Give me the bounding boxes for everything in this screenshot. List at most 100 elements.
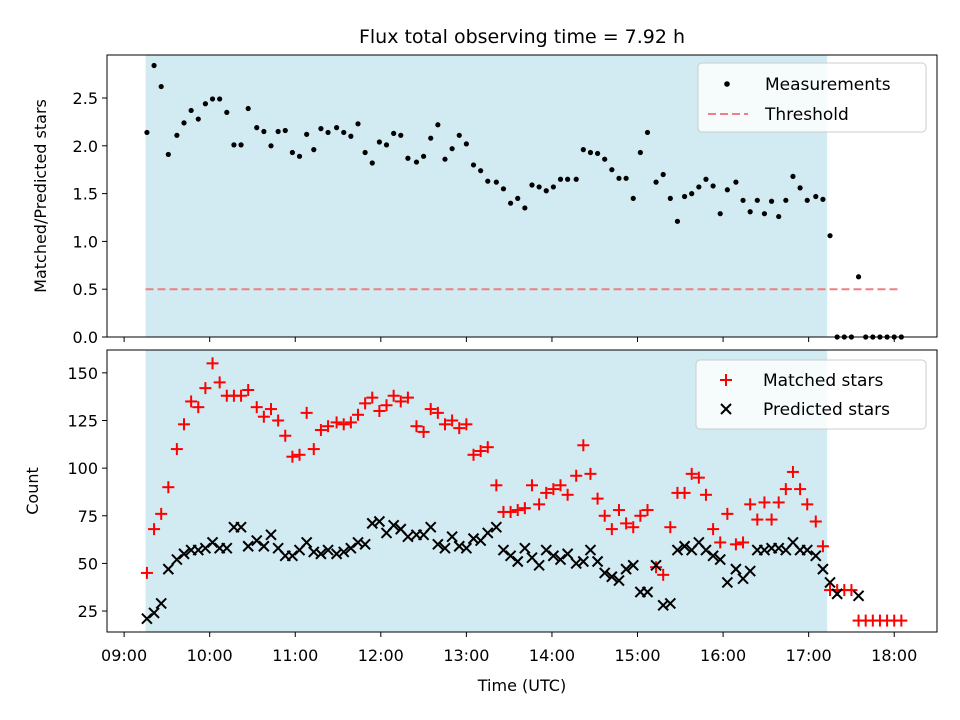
bottom-x-axis: 09:00 10:00 11:00 12:00 13:00 14:00 15:00 16:00… [101,632,917,665]
measurement-point [515,195,521,201]
matched-point [446,414,459,427]
measurement-point [733,179,739,185]
matched-point [213,376,226,389]
top-y-tick-label: 2.5 [73,89,98,108]
predicted-point [148,607,160,619]
measurement-point [580,147,586,153]
predicted-point [519,542,531,554]
matched-point [584,467,597,480]
matched-point [554,479,567,492]
predicted-point [714,553,726,566]
matched-point [657,568,670,581]
matched-point [809,515,822,528]
measurement-point [485,178,491,184]
matched-point [591,492,604,505]
matched-point [699,488,712,501]
top-panel: 0.0 0.5 1.0 1.5 2.0 2.5 Matched/Predicted sta… [31,54,938,347]
measurement-point [151,62,157,69]
bottom-y-tick-label: 125 [67,412,98,431]
predicted-point [453,540,465,552]
predicted-point [671,544,684,556]
measurement-point [783,197,789,203]
matched-point [598,509,611,522]
matched-point [351,408,364,421]
measurement-point [827,233,833,239]
measurement-point [855,274,862,280]
matched-point [162,481,175,494]
matched-point [401,391,414,404]
matched-point [620,517,633,530]
top-y-tick-label: 1.0 [73,232,98,251]
matched-point [504,505,517,518]
predicted-point [591,555,604,568]
matched-point [474,444,487,457]
matched-point [650,561,663,574]
bottom-axes-frame [106,349,938,633]
predicted-point [338,546,350,558]
matched-point [533,498,546,511]
matched-point [438,418,451,431]
legend-matched-label: Matched stars [763,371,883,391]
predicted-point [744,565,756,577]
predicted-point [657,599,669,612]
predicted-point [432,538,444,551]
predicted-point [730,563,742,575]
matched-point [605,523,618,536]
measurement-point [536,184,542,190]
predicted-point [155,597,167,610]
x-tick-label: 10:00 [187,646,233,665]
measurement-point [724,187,730,193]
measurement-point [703,176,709,182]
predicted-point [162,563,175,575]
measurement-point [637,149,643,156]
measurement-point [522,205,528,211]
measurement-point [740,197,746,203]
top-y-tick-label: 2.0 [73,137,98,156]
measurement-point [383,142,390,148]
predicted-point [721,576,734,589]
matched-point [250,401,263,414]
measurement-point [507,200,514,206]
predicted-point [460,542,473,554]
matched-point [751,513,764,526]
measurement-point [413,159,420,165]
matched-point [460,418,473,431]
measurement-point [348,133,354,139]
matched-point [279,429,292,442]
bottom-legend: Matched stars Predicted stars [695,359,927,430]
measurement-point [174,132,180,138]
measurement-point [747,209,753,215]
predicted-point [664,597,677,610]
predicted-point [490,521,503,533]
matched-point [744,498,757,511]
top-axes-frame [106,54,938,338]
predicted-point [707,550,719,562]
matched-point [344,416,357,429]
measurement-point [325,129,331,136]
matched-point [410,420,423,433]
predicted-point [366,517,378,530]
measurement-point [217,96,223,102]
predicted-point [584,544,597,556]
x-tick-label: 14:00 [529,646,575,665]
measurement-point [261,128,267,135]
measurement-point [289,149,295,156]
matched-point [664,521,677,534]
matched-point [322,420,335,433]
measurement-point [318,126,324,132]
matched-point [431,406,444,419]
matched-point [417,425,430,438]
predicted-point [199,542,212,554]
predicted-point [439,542,451,554]
top-legend-box [697,62,927,133]
matched-point [692,471,705,484]
measurement-point [376,139,382,145]
matched-point [627,521,640,534]
x-tick-label: 13:00 [443,646,489,665]
matched-point [641,504,654,517]
matched-point [714,536,727,549]
measurement-point [557,176,564,182]
predicted-point [599,567,611,579]
bottom-y-axis-label: Count [23,467,42,515]
